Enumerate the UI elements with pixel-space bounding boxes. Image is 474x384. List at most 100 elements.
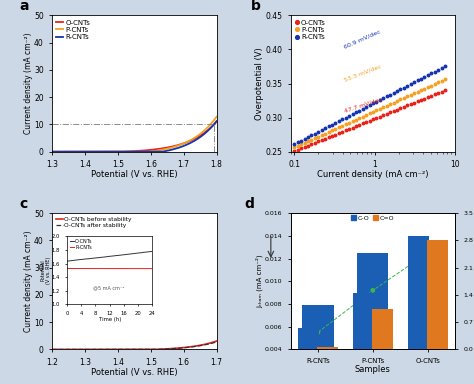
P-CNTs bbox=[305, 139, 311, 144]
O-CNTs after stability bbox=[154, 347, 160, 352]
O-CNTs bbox=[421, 96, 427, 101]
P-CNTs bbox=[302, 141, 308, 145]
P-CNTs bbox=[322, 131, 328, 136]
O-CNTs bbox=[59, 149, 65, 154]
R-CNTs bbox=[428, 71, 434, 76]
R-CNTs bbox=[387, 92, 393, 97]
R-CNTs bbox=[391, 91, 396, 95]
Bar bbox=[372, 308, 392, 349]
P-CNTs bbox=[59, 149, 65, 154]
Bar bbox=[302, 305, 334, 384]
R-CNTs bbox=[339, 117, 345, 122]
O-CNTs bbox=[398, 106, 403, 111]
O-CNTs bbox=[322, 136, 328, 141]
R-CNTs bbox=[149, 149, 155, 154]
P-CNTs bbox=[367, 111, 373, 116]
R-CNTs bbox=[384, 94, 390, 99]
O-CNTs bbox=[191, 137, 197, 142]
R-CNTs bbox=[425, 73, 431, 78]
P-CNTs bbox=[191, 136, 197, 141]
P-CNTs bbox=[346, 121, 352, 125]
X-axis label: Potential (V vs. RHE): Potential (V vs. RHE) bbox=[91, 368, 178, 377]
Y-axis label: Current density (mA cm⁻²): Current density (mA cm⁻²) bbox=[24, 33, 33, 134]
Bar bbox=[427, 240, 447, 349]
O-CNTs bbox=[360, 121, 365, 126]
O-CNTs before stability bbox=[174, 346, 180, 351]
R-CNTs bbox=[298, 138, 304, 143]
R-CNTs bbox=[364, 105, 369, 109]
R-CNTs bbox=[174, 146, 180, 151]
O-CNTs bbox=[401, 104, 407, 109]
Text: c: c bbox=[19, 197, 27, 211]
O-CNTs bbox=[381, 113, 386, 118]
P-CNTs bbox=[356, 116, 362, 120]
O-CNTs bbox=[391, 109, 396, 113]
R-CNTs bbox=[404, 83, 410, 88]
O-CNTs bbox=[312, 141, 318, 145]
R-CNTs bbox=[442, 64, 448, 69]
O-CNTs after stability bbox=[191, 344, 197, 349]
Text: d: d bbox=[245, 197, 255, 211]
R-CNTs bbox=[353, 110, 359, 114]
P-CNTs bbox=[360, 114, 365, 119]
O-CNTs after stability bbox=[149, 347, 155, 352]
R-CNTs bbox=[154, 149, 160, 154]
P-CNTs bbox=[428, 83, 434, 88]
Point bbox=[314, 329, 322, 336]
X-axis label: Potential (V vs. RHE): Potential (V vs. RHE) bbox=[91, 170, 178, 179]
P-CNTs bbox=[432, 82, 438, 86]
O-CNTs bbox=[428, 93, 434, 98]
P-CNTs bbox=[145, 149, 150, 154]
O-CNTs bbox=[319, 138, 325, 142]
P-CNTs bbox=[339, 124, 345, 128]
P-CNTs bbox=[336, 125, 342, 130]
Y-axis label: Overpotential (V): Overpotential (V) bbox=[255, 47, 264, 120]
O-CNTs bbox=[149, 147, 155, 152]
O-CNTs bbox=[367, 118, 373, 123]
P-CNTs bbox=[377, 106, 383, 111]
Bar bbox=[353, 293, 374, 349]
R-CNTs bbox=[315, 129, 321, 134]
R-CNTs bbox=[439, 66, 445, 70]
P-CNTs bbox=[418, 88, 424, 93]
P-CNTs bbox=[442, 77, 448, 82]
R-CNTs bbox=[302, 137, 308, 141]
O-CNTs after stability bbox=[174, 346, 180, 351]
P-CNTs bbox=[295, 144, 301, 148]
P-CNTs bbox=[364, 113, 369, 117]
Legend: O-CNTs before stability, O-CNTs after stability: O-CNTs before stability, O-CNTs after st… bbox=[55, 216, 132, 229]
O-CNTs bbox=[350, 125, 356, 130]
O-CNTs bbox=[408, 102, 414, 106]
R-CNTs bbox=[145, 149, 150, 154]
P-CNTs bbox=[319, 133, 325, 137]
O-CNTs bbox=[346, 127, 352, 131]
O-CNTs bbox=[214, 119, 219, 124]
Line: R-CNTs: R-CNTs bbox=[293, 65, 446, 146]
P-CNTs bbox=[374, 108, 379, 113]
P-CNTs bbox=[384, 103, 390, 108]
O-CNTs after stability bbox=[49, 347, 55, 352]
R-CNTs bbox=[356, 108, 362, 113]
O-CNTs bbox=[329, 134, 335, 138]
O-CNTs bbox=[343, 128, 348, 133]
O-CNTs bbox=[387, 110, 393, 115]
O-CNTs bbox=[353, 124, 359, 129]
R-CNTs bbox=[312, 131, 318, 136]
O-CNTs bbox=[49, 149, 55, 154]
O-CNTs before stability bbox=[154, 347, 160, 352]
R-CNTs bbox=[305, 135, 311, 139]
R-CNTs bbox=[367, 103, 373, 108]
P-CNTs bbox=[394, 99, 400, 103]
R-CNTs bbox=[415, 78, 420, 83]
P-CNTs bbox=[398, 97, 403, 102]
O-CNTs bbox=[326, 135, 331, 140]
P-CNTs bbox=[421, 86, 427, 91]
Bar bbox=[412, 252, 443, 384]
Legend: C-O, C=O: C-O, C=O bbox=[351, 215, 395, 222]
P-CNTs bbox=[333, 127, 338, 131]
Bar bbox=[317, 348, 337, 349]
Line: R-CNTs: R-CNTs bbox=[52, 121, 217, 152]
O-CNTs after stability bbox=[59, 347, 65, 352]
R-CNTs bbox=[411, 80, 417, 84]
P-CNTs bbox=[381, 105, 386, 109]
